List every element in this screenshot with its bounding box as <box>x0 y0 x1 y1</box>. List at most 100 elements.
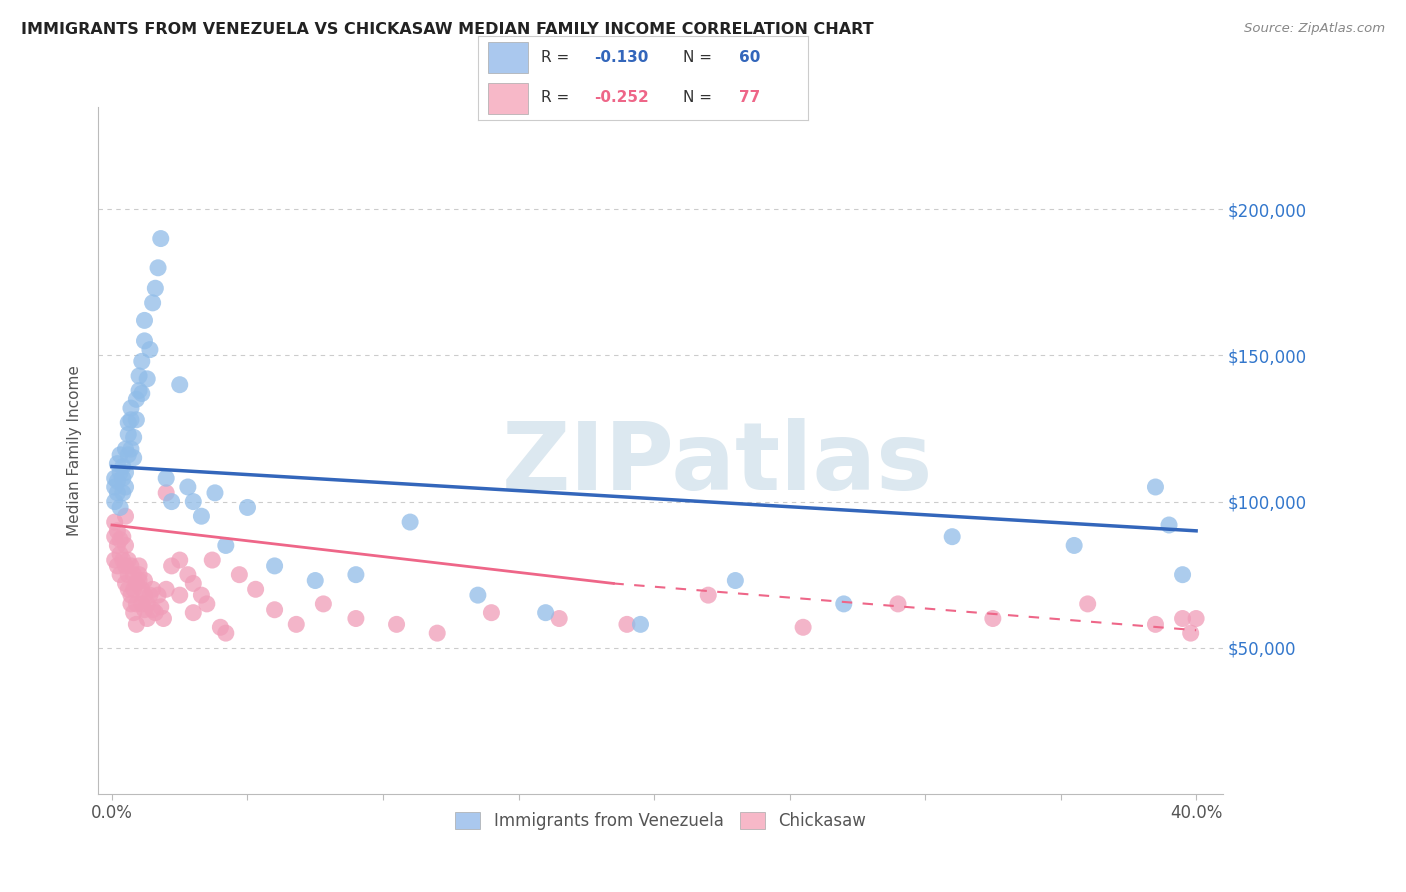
Point <box>697 588 720 602</box>
Point <box>125 392 148 407</box>
Point <box>344 567 367 582</box>
Point <box>1157 518 1180 533</box>
Point <box>177 567 200 582</box>
Point <box>105 486 128 500</box>
Point <box>128 384 150 398</box>
Point <box>385 617 408 632</box>
Point <box>195 597 218 611</box>
Point <box>941 530 963 544</box>
Point <box>215 626 238 640</box>
Point <box>139 588 162 602</box>
Point <box>131 354 153 368</box>
Text: Source: ZipAtlas.com: Source: ZipAtlas.com <box>1244 22 1385 36</box>
Point <box>136 597 159 611</box>
Point <box>134 334 156 348</box>
Point <box>122 567 145 582</box>
Point <box>108 466 131 480</box>
Point <box>263 603 285 617</box>
Point <box>134 313 156 327</box>
Point <box>1171 611 1194 625</box>
Point <box>139 343 162 357</box>
Point <box>724 574 747 588</box>
Point <box>146 588 169 602</box>
Point <box>108 547 131 561</box>
Point <box>128 567 150 582</box>
Point <box>792 620 814 634</box>
Point <box>160 494 183 508</box>
Point <box>149 231 172 245</box>
Point <box>981 611 1004 625</box>
Point <box>117 567 139 582</box>
Text: -0.252: -0.252 <box>593 90 648 105</box>
Point <box>111 471 134 485</box>
Point <box>128 558 150 573</box>
Point <box>120 401 142 415</box>
Point <box>190 588 212 602</box>
Point <box>236 500 259 515</box>
Point <box>1144 480 1167 494</box>
Point <box>1185 611 1208 625</box>
Point <box>108 567 131 582</box>
Point <box>104 530 127 544</box>
Text: 60: 60 <box>740 50 761 65</box>
Point <box>467 588 489 602</box>
Point <box>399 515 422 529</box>
Point <box>142 582 165 597</box>
Point <box>120 558 142 573</box>
Point <box>548 611 571 625</box>
Point <box>131 582 153 597</box>
Point <box>204 486 226 500</box>
Point <box>181 576 204 591</box>
Point <box>201 553 224 567</box>
Text: -0.130: -0.130 <box>593 50 648 65</box>
Y-axis label: Median Family Income: Median Family Income <box>67 365 83 536</box>
Point <box>114 509 136 524</box>
Point <box>143 281 166 295</box>
Point <box>104 480 127 494</box>
Point <box>1144 617 1167 632</box>
Point <box>152 611 174 625</box>
Point <box>117 553 139 567</box>
Point <box>155 486 177 500</box>
Point <box>181 606 204 620</box>
Point <box>285 617 308 632</box>
Point <box>832 597 855 611</box>
Point <box>142 296 165 310</box>
Point <box>134 603 156 617</box>
Point <box>117 416 139 430</box>
Point <box>120 588 142 602</box>
Point <box>105 457 128 471</box>
Point <box>312 597 335 611</box>
Point <box>160 558 183 573</box>
Point <box>120 413 142 427</box>
Point <box>105 524 128 538</box>
Text: 77: 77 <box>740 90 761 105</box>
Point <box>426 626 449 640</box>
Point <box>111 553 134 567</box>
Point <box>111 530 134 544</box>
Point <box>190 509 212 524</box>
Point <box>104 553 127 567</box>
Text: R =: R = <box>541 50 574 65</box>
Point <box>1171 567 1194 582</box>
Point <box>117 427 139 442</box>
Point <box>114 466 136 480</box>
FancyBboxPatch shape <box>488 43 527 73</box>
Point <box>114 442 136 456</box>
Point <box>131 386 153 401</box>
Point <box>134 574 156 588</box>
Point <box>104 515 127 529</box>
Point <box>630 617 652 632</box>
Point <box>534 606 557 620</box>
Point <box>143 606 166 620</box>
Point <box>117 582 139 597</box>
Point <box>209 620 232 634</box>
Point <box>228 567 250 582</box>
Point <box>344 611 367 625</box>
Point <box>616 617 638 632</box>
Point <box>263 558 285 573</box>
Point <box>114 538 136 552</box>
Point <box>142 603 165 617</box>
Point <box>128 368 150 383</box>
Point <box>117 448 139 462</box>
